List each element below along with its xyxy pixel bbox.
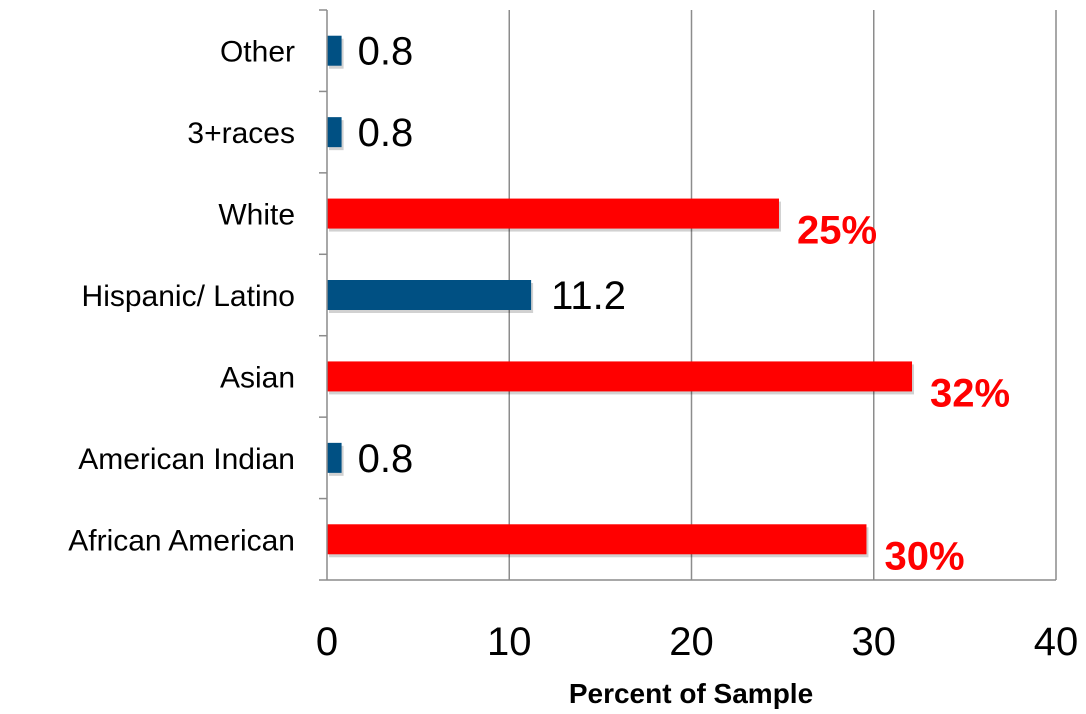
- category-label: American Indian: [78, 443, 295, 476]
- category-label: African American: [68, 524, 295, 557]
- bars: [327, 35, 915, 558]
- x-tick-label: 0: [316, 620, 338, 664]
- bar: [327, 361, 913, 392]
- data-label: 11.2: [551, 274, 626, 318]
- x-tick-label: 40: [1034, 620, 1079, 664]
- data-label: 0.8: [358, 437, 414, 481]
- data-label: 32%: [930, 371, 1010, 415]
- category-label: 3+races: [187, 117, 295, 150]
- labels: 0 10 20 30 40 African American 30% American Ind…: [68, 30, 1078, 664]
- bar: [327, 117, 342, 148]
- bar: [327, 35, 342, 66]
- bar: [327, 442, 342, 473]
- x-axis-title: Percent of Sample: [569, 678, 813, 709]
- bar: [327, 280, 532, 310]
- data-label: 0.8: [358, 111, 414, 155]
- category-label: White: [218, 199, 295, 232]
- category-label: Asian: [220, 361, 295, 394]
- x-tick-label: 30: [852, 620, 897, 664]
- data-label: 25%: [797, 209, 877, 253]
- data-label: 0.8: [358, 30, 414, 74]
- x-tick-label: 20: [669, 620, 714, 664]
- category-label: Hispanic/ Latino: [82, 280, 295, 313]
- category-label: Other: [220, 36, 295, 69]
- data-label: 30%: [884, 534, 964, 578]
- bar: [327, 524, 867, 555]
- x-tick-label: 10: [487, 620, 532, 664]
- bar: [327, 198, 779, 229]
- axes: [319, 9, 1056, 581]
